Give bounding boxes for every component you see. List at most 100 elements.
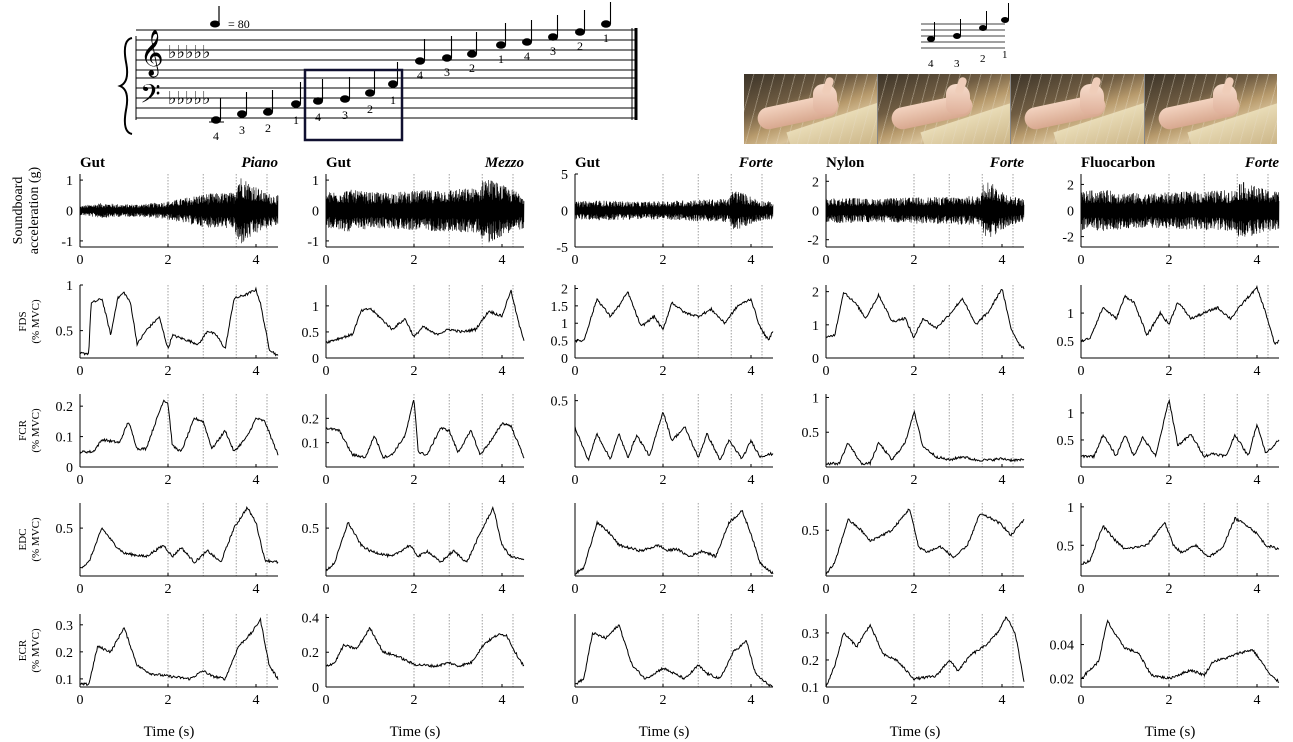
y-tick-label: 0.3 bbox=[802, 627, 820, 642]
row-label: FDS (% MVC) bbox=[17, 299, 42, 344]
x-tick-label: 4 bbox=[1254, 364, 1261, 379]
row-label-line2: acceleration (g) bbox=[27, 166, 42, 254]
y-tick-label: -1 bbox=[61, 235, 73, 250]
x-tick-label: 2 bbox=[1166, 364, 1173, 379]
panel-title-dynamic: Forte bbox=[1244, 155, 1280, 171]
soundboard-waveform bbox=[1080, 182, 1280, 237]
note-head bbox=[365, 89, 375, 97]
emg-line-edc bbox=[325, 506, 525, 572]
y-tick-label: 0.5 bbox=[302, 326, 320, 341]
x-tick-label: 2 bbox=[411, 253, 418, 268]
soundboard-waveform bbox=[825, 182, 1025, 237]
panel-3-4: 0 2 4 0.1 0.2 0.3 bbox=[802, 614, 1025, 708]
x-tick-label: 4 bbox=[999, 253, 1006, 268]
fingering-label: 4 bbox=[417, 68, 423, 82]
fingering-label: 3 bbox=[444, 65, 450, 79]
panel-1-0: 0 2 4 -1 0 1 bbox=[307, 174, 525, 268]
x-axis-label: Time (s) bbox=[144, 724, 195, 740]
x-tick-label: 0 bbox=[323, 253, 330, 268]
y-tick-label: 0.5 bbox=[1057, 335, 1075, 350]
x-tick-label: 0 bbox=[572, 364, 579, 379]
y-tick-label: 0.2 bbox=[802, 654, 820, 669]
x-tick-label: 2 bbox=[165, 693, 172, 708]
x-axis-label: Time (s) bbox=[1145, 724, 1196, 740]
y-tick-label: 0.5 bbox=[802, 524, 820, 539]
row-label: FCR (% MVC) bbox=[17, 408, 42, 453]
panel-title-string: Gut bbox=[326, 155, 351, 171]
x-axis-label: Time (s) bbox=[639, 724, 690, 740]
x-tick-label: 0 bbox=[1078, 473, 1085, 488]
panel-title-string: Nylon bbox=[826, 155, 865, 171]
y-tick-label: 0 bbox=[561, 205, 568, 220]
y-tick-label: 0.5 bbox=[802, 426, 820, 441]
panel-1-1: 0 2 4 0 0.5 1 bbox=[302, 285, 525, 379]
y-tick-label: 0.5 bbox=[1057, 539, 1075, 554]
fingering-label: 4 bbox=[213, 129, 219, 143]
emg-line-fcr bbox=[79, 399, 279, 456]
y-tick-label: 0.1 bbox=[802, 681, 820, 696]
x-tick-label: 4 bbox=[253, 253, 260, 268]
y-tick-label: 1 bbox=[1067, 307, 1074, 322]
x-tick-label: 4 bbox=[253, 582, 260, 597]
fingering-label: 3 bbox=[239, 123, 245, 137]
x-axis-label: Time (s) bbox=[890, 724, 941, 740]
x-tick-label: 0 bbox=[572, 253, 579, 268]
row-label-line1: ECR bbox=[17, 639, 29, 661]
y-tick-label: 0 bbox=[812, 352, 819, 367]
x-tick-label: 2 bbox=[411, 693, 418, 708]
x-tick-label: 2 bbox=[411, 582, 418, 597]
panel-0-2: 0 2 4 0 0.1 0.2 bbox=[56, 394, 279, 488]
y-tick-label: 0.5 bbox=[551, 395, 569, 410]
x-tick-label: 2 bbox=[660, 473, 667, 488]
x-tick-label: 4 bbox=[499, 253, 506, 268]
note-head bbox=[291, 100, 301, 108]
panel-4-3: 0 2 4 0.5 1 bbox=[1057, 501, 1280, 597]
x-tick-label: 4 bbox=[748, 473, 755, 488]
emg-line-ecr bbox=[574, 624, 774, 688]
note-head bbox=[313, 97, 323, 105]
note-head bbox=[575, 28, 585, 36]
x-tick-label: 4 bbox=[748, 253, 755, 268]
y-tick-label: 1 bbox=[66, 279, 73, 294]
x-tick-label: 2 bbox=[911, 364, 918, 379]
x-tick-label: 2 bbox=[911, 693, 918, 708]
fingering-label: 1 bbox=[1002, 49, 1008, 61]
emg-line-fcr bbox=[574, 411, 774, 462]
emg-line-ecr bbox=[325, 626, 525, 669]
x-tick-label: 4 bbox=[748, 364, 755, 379]
fingering-label: 1 bbox=[390, 93, 396, 107]
y-tick-label: 0.5 bbox=[56, 325, 74, 340]
y-tick-label: 0.4 bbox=[302, 611, 320, 626]
x-tick-label: 4 bbox=[499, 582, 506, 597]
x-tick-label: 2 bbox=[411, 473, 418, 488]
note-head bbox=[496, 41, 506, 49]
fingering-label: 1 bbox=[603, 31, 609, 45]
y-tick-label: 0.1 bbox=[302, 437, 320, 452]
x-tick-label: 4 bbox=[499, 473, 506, 488]
x-tick-label: 0 bbox=[1078, 253, 1085, 268]
panel-4-2: 0 2 4 0.5 1 bbox=[1057, 394, 1280, 488]
fingering-label: 2 bbox=[980, 53, 986, 65]
panel-1-2: 0 2 4 0.1 0.2 bbox=[302, 394, 525, 488]
panel-title-dynamic: Forte bbox=[989, 155, 1025, 171]
row-label-line1: FCR bbox=[17, 419, 29, 440]
x-tick-label: 0 bbox=[323, 364, 330, 379]
row-label: EDC (% MVC) bbox=[17, 517, 42, 562]
hand-photo-3 bbox=[1010, 74, 1144, 144]
y-tick-label: 0.2 bbox=[56, 646, 74, 661]
x-tick-label: 0 bbox=[823, 253, 830, 268]
charts-grid: Gut Piano Gut Mezzo Gut Forte Nylon Forte Fluoca… bbox=[11, 155, 1280, 740]
bass-clef-icon: 𝄢 bbox=[140, 78, 161, 116]
note-head bbox=[601, 20, 611, 28]
fingering-label: 1 bbox=[293, 113, 299, 127]
y-tick-label: 0.02 bbox=[1050, 673, 1075, 688]
y-tick-label: 0.2 bbox=[302, 412, 320, 427]
y-tick-label: 0 bbox=[66, 205, 73, 220]
y-tick-label: 0.5 bbox=[302, 522, 320, 537]
fingering-label: 2 bbox=[265, 121, 271, 135]
hand-photo-1 bbox=[744, 74, 877, 144]
note-head bbox=[340, 95, 350, 103]
note-head bbox=[1001, 17, 1009, 23]
x-tick-label: 4 bbox=[999, 693, 1006, 708]
x-tick-label: 2 bbox=[911, 473, 918, 488]
